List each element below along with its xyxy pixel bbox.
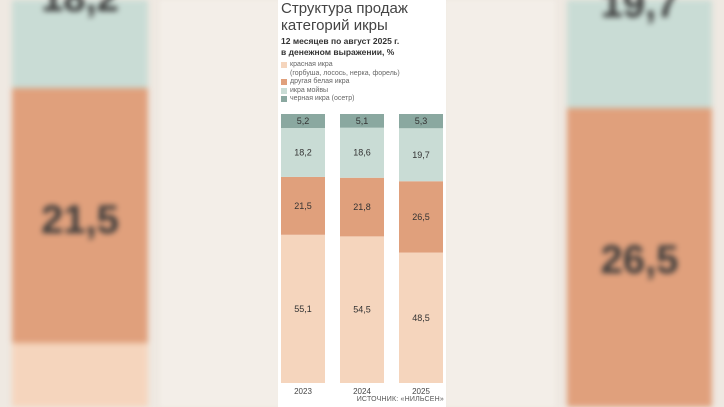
x-tick-label-2023: 2023 xyxy=(294,387,312,396)
bar-segment-black-caviar-2023 xyxy=(281,114,325,128)
bar-segment-capelin-caviar-2025 xyxy=(399,128,443,182)
data-label-black-caviar-2023: 5,2 xyxy=(297,116,310,126)
legend-swatch xyxy=(281,96,287,102)
data-label-red-caviar-2023: 55,1 xyxy=(294,304,312,314)
background-gap xyxy=(160,0,280,407)
data-label-red-caviar-2024: 54,5 xyxy=(353,305,371,315)
legend-swatch xyxy=(281,87,287,94)
data-label-black-caviar-2024: 5,1 xyxy=(356,116,369,126)
chart-subtitle: 12 месяцев по август 2025 г. в денежном … xyxy=(281,36,446,58)
background-gap xyxy=(445,0,555,407)
legend-label: другая белая икра xyxy=(290,78,350,85)
legend-item-black-caviar: черная икра (осетр) xyxy=(281,95,446,104)
bar-segment-capelin-caviar-2024 xyxy=(340,127,384,178)
bg-label: 18,2 xyxy=(12,0,148,21)
legend-label: красная икра xyxy=(290,61,333,68)
bar-segment-white-caviar-2023 xyxy=(281,176,325,235)
data-label-white-caviar-2024: 21,8 xyxy=(353,202,371,212)
bg-segment-white-caviar: 21,5 xyxy=(12,88,148,343)
background-zoom-right: 19,7 26,5 xyxy=(555,0,724,407)
bar-segment-red-caviar-2025 xyxy=(399,252,443,383)
chart-title: Структура продаж категорий икры xyxy=(281,0,408,34)
bar-segment-capelin-caviar-2023 xyxy=(281,127,325,177)
legend-note: (горбуша, лосось, нерка, форель) xyxy=(290,69,400,77)
bg-label: 19,7 xyxy=(600,0,679,26)
bg-segment-white-caviar: 26,5 xyxy=(567,108,712,407)
bar-segment-red-caviar-2024 xyxy=(340,236,384,383)
bg-segment-caviar-capelin: 18,2 xyxy=(12,0,148,88)
chart-legend: красная икра (горбуша, лосось, нерка, фо… xyxy=(281,61,446,104)
legend-swatch xyxy=(281,62,287,68)
data-label-capelin-caviar-2023: 18,2 xyxy=(294,147,312,157)
data-label-capelin-caviar-2024: 18,6 xyxy=(353,148,371,158)
data-label-black-caviar-2025: 5,3 xyxy=(415,116,428,126)
data-label-red-caviar-2025: 48,5 xyxy=(412,313,430,323)
legend-item-capelin-caviar: икра мойвы xyxy=(281,87,446,96)
x-tick-label-2025: 2025 xyxy=(412,387,430,396)
background-zoom-left: 18,2 21,5 xyxy=(0,0,160,407)
legend-item-red-caviar: красная икра xyxy=(281,61,446,70)
legend-item-white-caviar: другая белая икра xyxy=(281,78,446,87)
x-tick-label-2024: 2024 xyxy=(353,387,371,396)
bg-label: 21,5 xyxy=(41,198,119,242)
legend-swatch xyxy=(281,79,287,85)
bar-segment-black-caviar-2024 xyxy=(340,114,384,128)
legend-label: черная икра (осетр) xyxy=(290,95,355,102)
subtitle-unit: в денежном выражении, % xyxy=(281,47,395,57)
bg-segment-caviar-capelin: 19,7 xyxy=(567,0,712,108)
bar-segment-red-caviar-2023 xyxy=(281,234,325,383)
subtitle-period: 12 месяцев по август 2025 г. xyxy=(281,36,400,46)
data-label-white-caviar-2025: 26,5 xyxy=(412,212,430,222)
stacked-bar-chart: 55,1 21,5 18,2 5,2 2023 54,5 21,8 18,6 5,1 2024 48… xyxy=(281,114,443,396)
bar-segment-white-caviar-2024 xyxy=(340,177,384,237)
bg-label: 26,5 xyxy=(600,238,679,282)
chart-source: ИСТОЧНИК: «НИЛЬСЕН» xyxy=(356,396,444,403)
data-label-white-caviar-2023: 21,5 xyxy=(294,201,312,211)
bar-segment-black-caviar-2025 xyxy=(399,114,443,129)
bar-segment-white-caviar-2025 xyxy=(399,181,443,253)
legend-label: икра мойвы xyxy=(290,86,329,94)
bg-segment-red-caviar xyxy=(12,343,148,407)
data-label-capelin-caviar-2025: 19,7 xyxy=(412,150,430,160)
chart-card: Структура продаж категорий икры 12 месяц… xyxy=(278,0,446,407)
